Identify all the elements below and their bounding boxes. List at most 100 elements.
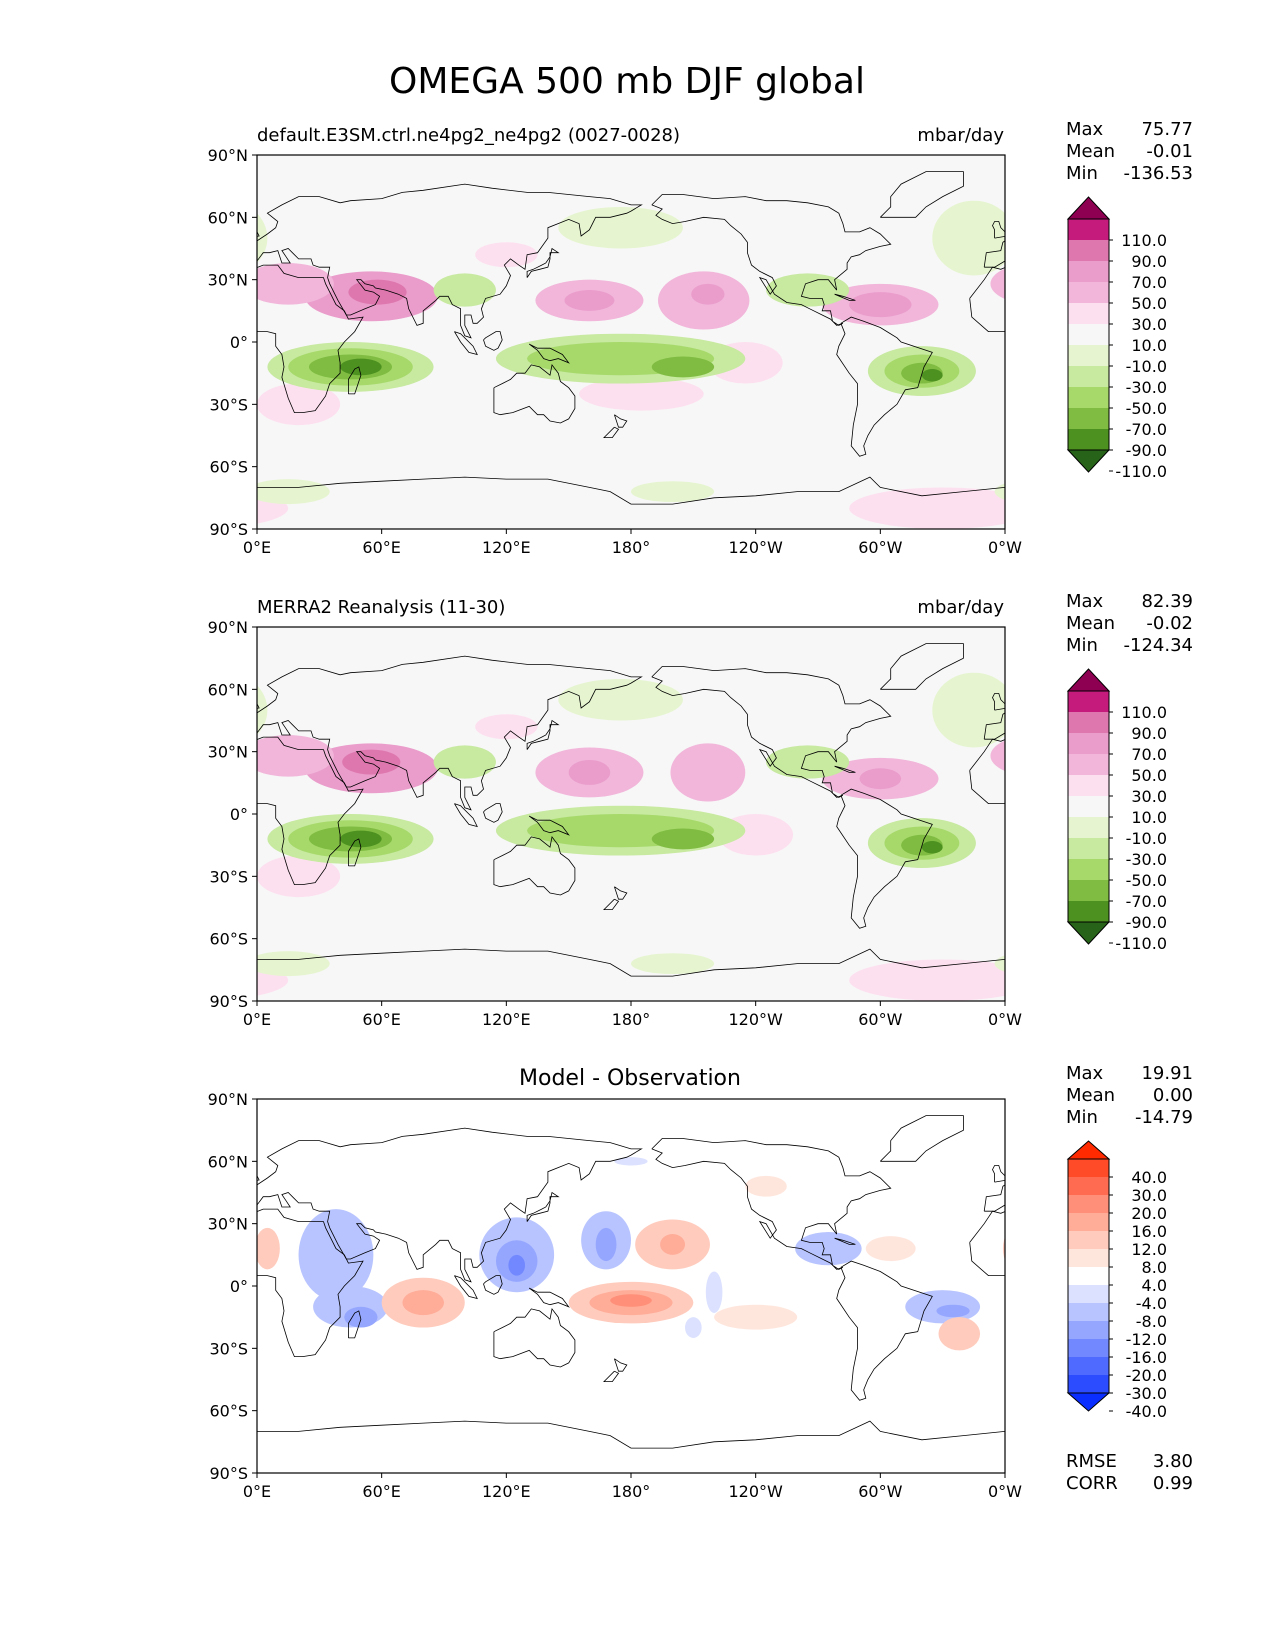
contour-region <box>932 672 1005 748</box>
contour-region <box>348 279 407 305</box>
coastline <box>257 1127 643 1283</box>
stats-block: Max 19.91 Mean 0.00 Min -14.79 <box>1066 1063 1193 1128</box>
colorbar-swatch <box>1068 324 1109 345</box>
lon-tick-label: 120°W <box>728 1010 783 1029</box>
colorbar-tick-label: 110.0 <box>1121 231 1167 250</box>
lon-tick-label: 120°E <box>482 1482 531 1501</box>
contour-region <box>859 768 902 790</box>
lat-tick-label: 60°N <box>208 680 248 699</box>
colorbar-extend-top <box>1066 668 1111 692</box>
colorbar-tick-label: -10.0 <box>1126 357 1167 376</box>
colorbar-extend-bottom <box>1066 921 1111 945</box>
panel-title-center: Model - Observation <box>519 1066 741 1091</box>
colorbar-tick-label: 30.0 <box>1131 1186 1167 1205</box>
contour-region <box>558 678 683 721</box>
colorbar-swatch <box>1068 1303 1109 1321</box>
lat-tick-label: 90°S <box>209 992 248 1011</box>
colorbar-swatch <box>1068 901 1109 922</box>
colorbar-swatch <box>1068 366 1109 387</box>
contour-region <box>795 1231 862 1266</box>
contour-region <box>433 745 496 779</box>
lat-tick-label: 90°S <box>209 1464 248 1483</box>
colorbar-tick-label: 16.0 <box>1131 1222 1167 1241</box>
corr-value: 0.99 <box>1153 1473 1193 1494</box>
contour-region <box>631 953 715 974</box>
corr-label: CORR <box>1066 1473 1118 1494</box>
stat-label-min: Min <box>1066 1107 1098 1128</box>
lon-tick-label: 60°W <box>858 1010 902 1029</box>
contour-region <box>631 481 715 502</box>
stat-label-mean: Mean <box>1066 141 1115 162</box>
contour-region <box>938 1317 981 1351</box>
colorbar-swatch <box>1068 1285 1109 1303</box>
lat-tick-label: 60°S <box>209 458 248 477</box>
colorbar-swatch <box>1068 345 1109 366</box>
contour-region <box>257 685 268 735</box>
lon-tick-label: 120°W <box>728 538 783 557</box>
lat-tick-label: 90°N <box>208 146 248 165</box>
stat-value-mean: -0.02 <box>1146 613 1193 634</box>
coastline <box>528 343 570 364</box>
contour-region <box>932 200 1005 276</box>
coastline <box>834 1237 856 1245</box>
coastline <box>454 803 478 828</box>
colorbar-swatch <box>1068 691 1109 712</box>
coastline <box>257 183 643 339</box>
coastline <box>483 331 503 351</box>
lat-tick-label: 0° <box>230 1277 248 1296</box>
coastline <box>257 1420 1005 1449</box>
rmse-label: RMSE <box>1066 1451 1117 1472</box>
contour-region <box>685 1317 702 1338</box>
coastline <box>528 815 570 836</box>
lon-tick-label: 60°W <box>858 1482 902 1501</box>
coastline <box>651 666 892 798</box>
colorbar-tick-label: -30.0 <box>1126 850 1167 869</box>
colorbar-swatch <box>1068 1357 1109 1375</box>
stat-value-mean: -0.01 <box>1146 141 1193 162</box>
panel-title-left: default.E3SM.ctrl.ne4pg2_ne4pg2 (0027-00… <box>257 125 680 146</box>
contour-region <box>579 377 704 411</box>
stat-value-max: 82.39 <box>1141 591 1193 612</box>
coastline <box>614 1358 628 1372</box>
stat-label-max: Max <box>1066 119 1104 140</box>
lon-tick-label: 0°E <box>243 1010 271 1029</box>
coastline <box>483 1275 503 1295</box>
colorbar-swatch <box>1068 1321 1109 1339</box>
stat-value-min: -124.34 <box>1124 635 1193 656</box>
contour-region <box>994 955 1005 972</box>
contour-region <box>651 828 715 850</box>
panel-units: mbar/day <box>917 597 1004 618</box>
lat-tick-label: 30°N <box>208 271 248 290</box>
lat-tick-label: 90°N <box>208 618 248 637</box>
colorbar-swatch <box>1068 261 1109 282</box>
colorbar-swatch <box>1068 775 1109 796</box>
colorbar-swatch <box>1068 796 1109 817</box>
coastline <box>493 835 576 896</box>
lat-tick-label: 60°N <box>208 1152 248 1171</box>
stats-block: Max 82.39 Mean -0.02 Min -124.34 <box>1066 591 1193 656</box>
stat-label-min: Min <box>1066 163 1098 184</box>
panel-title-left: MERRA2 Reanalysis (11-30) <box>257 597 505 618</box>
contour-region <box>766 273 850 307</box>
coastline <box>880 171 964 218</box>
coastline <box>257 1208 364 1357</box>
lon-tick-label: 0°W <box>988 538 1022 557</box>
colorbar-tick-label: -8.0 <box>1136 1312 1167 1331</box>
colorbar-swatch <box>1068 408 1109 429</box>
lat-tick-label: 90°N <box>208 1090 248 1109</box>
coastline <box>603 426 620 439</box>
contour-region <box>433 273 496 307</box>
coastline <box>257 655 643 811</box>
stat-value-min: -14.79 <box>1135 1107 1193 1128</box>
coastline <box>257 231 260 237</box>
stat-value-mean: 0.00 <box>1153 1085 1193 1106</box>
lat-tick-label: 30°N <box>208 743 248 762</box>
coastline <box>834 293 856 301</box>
coastline <box>257 476 1005 505</box>
coastline <box>526 1191 560 1222</box>
colorbar-swatch <box>1068 1339 1109 1357</box>
contour-region <box>990 740 1005 772</box>
contour-region <box>614 1157 648 1166</box>
colorbar-tick-label: 110.0 <box>1121 703 1167 722</box>
